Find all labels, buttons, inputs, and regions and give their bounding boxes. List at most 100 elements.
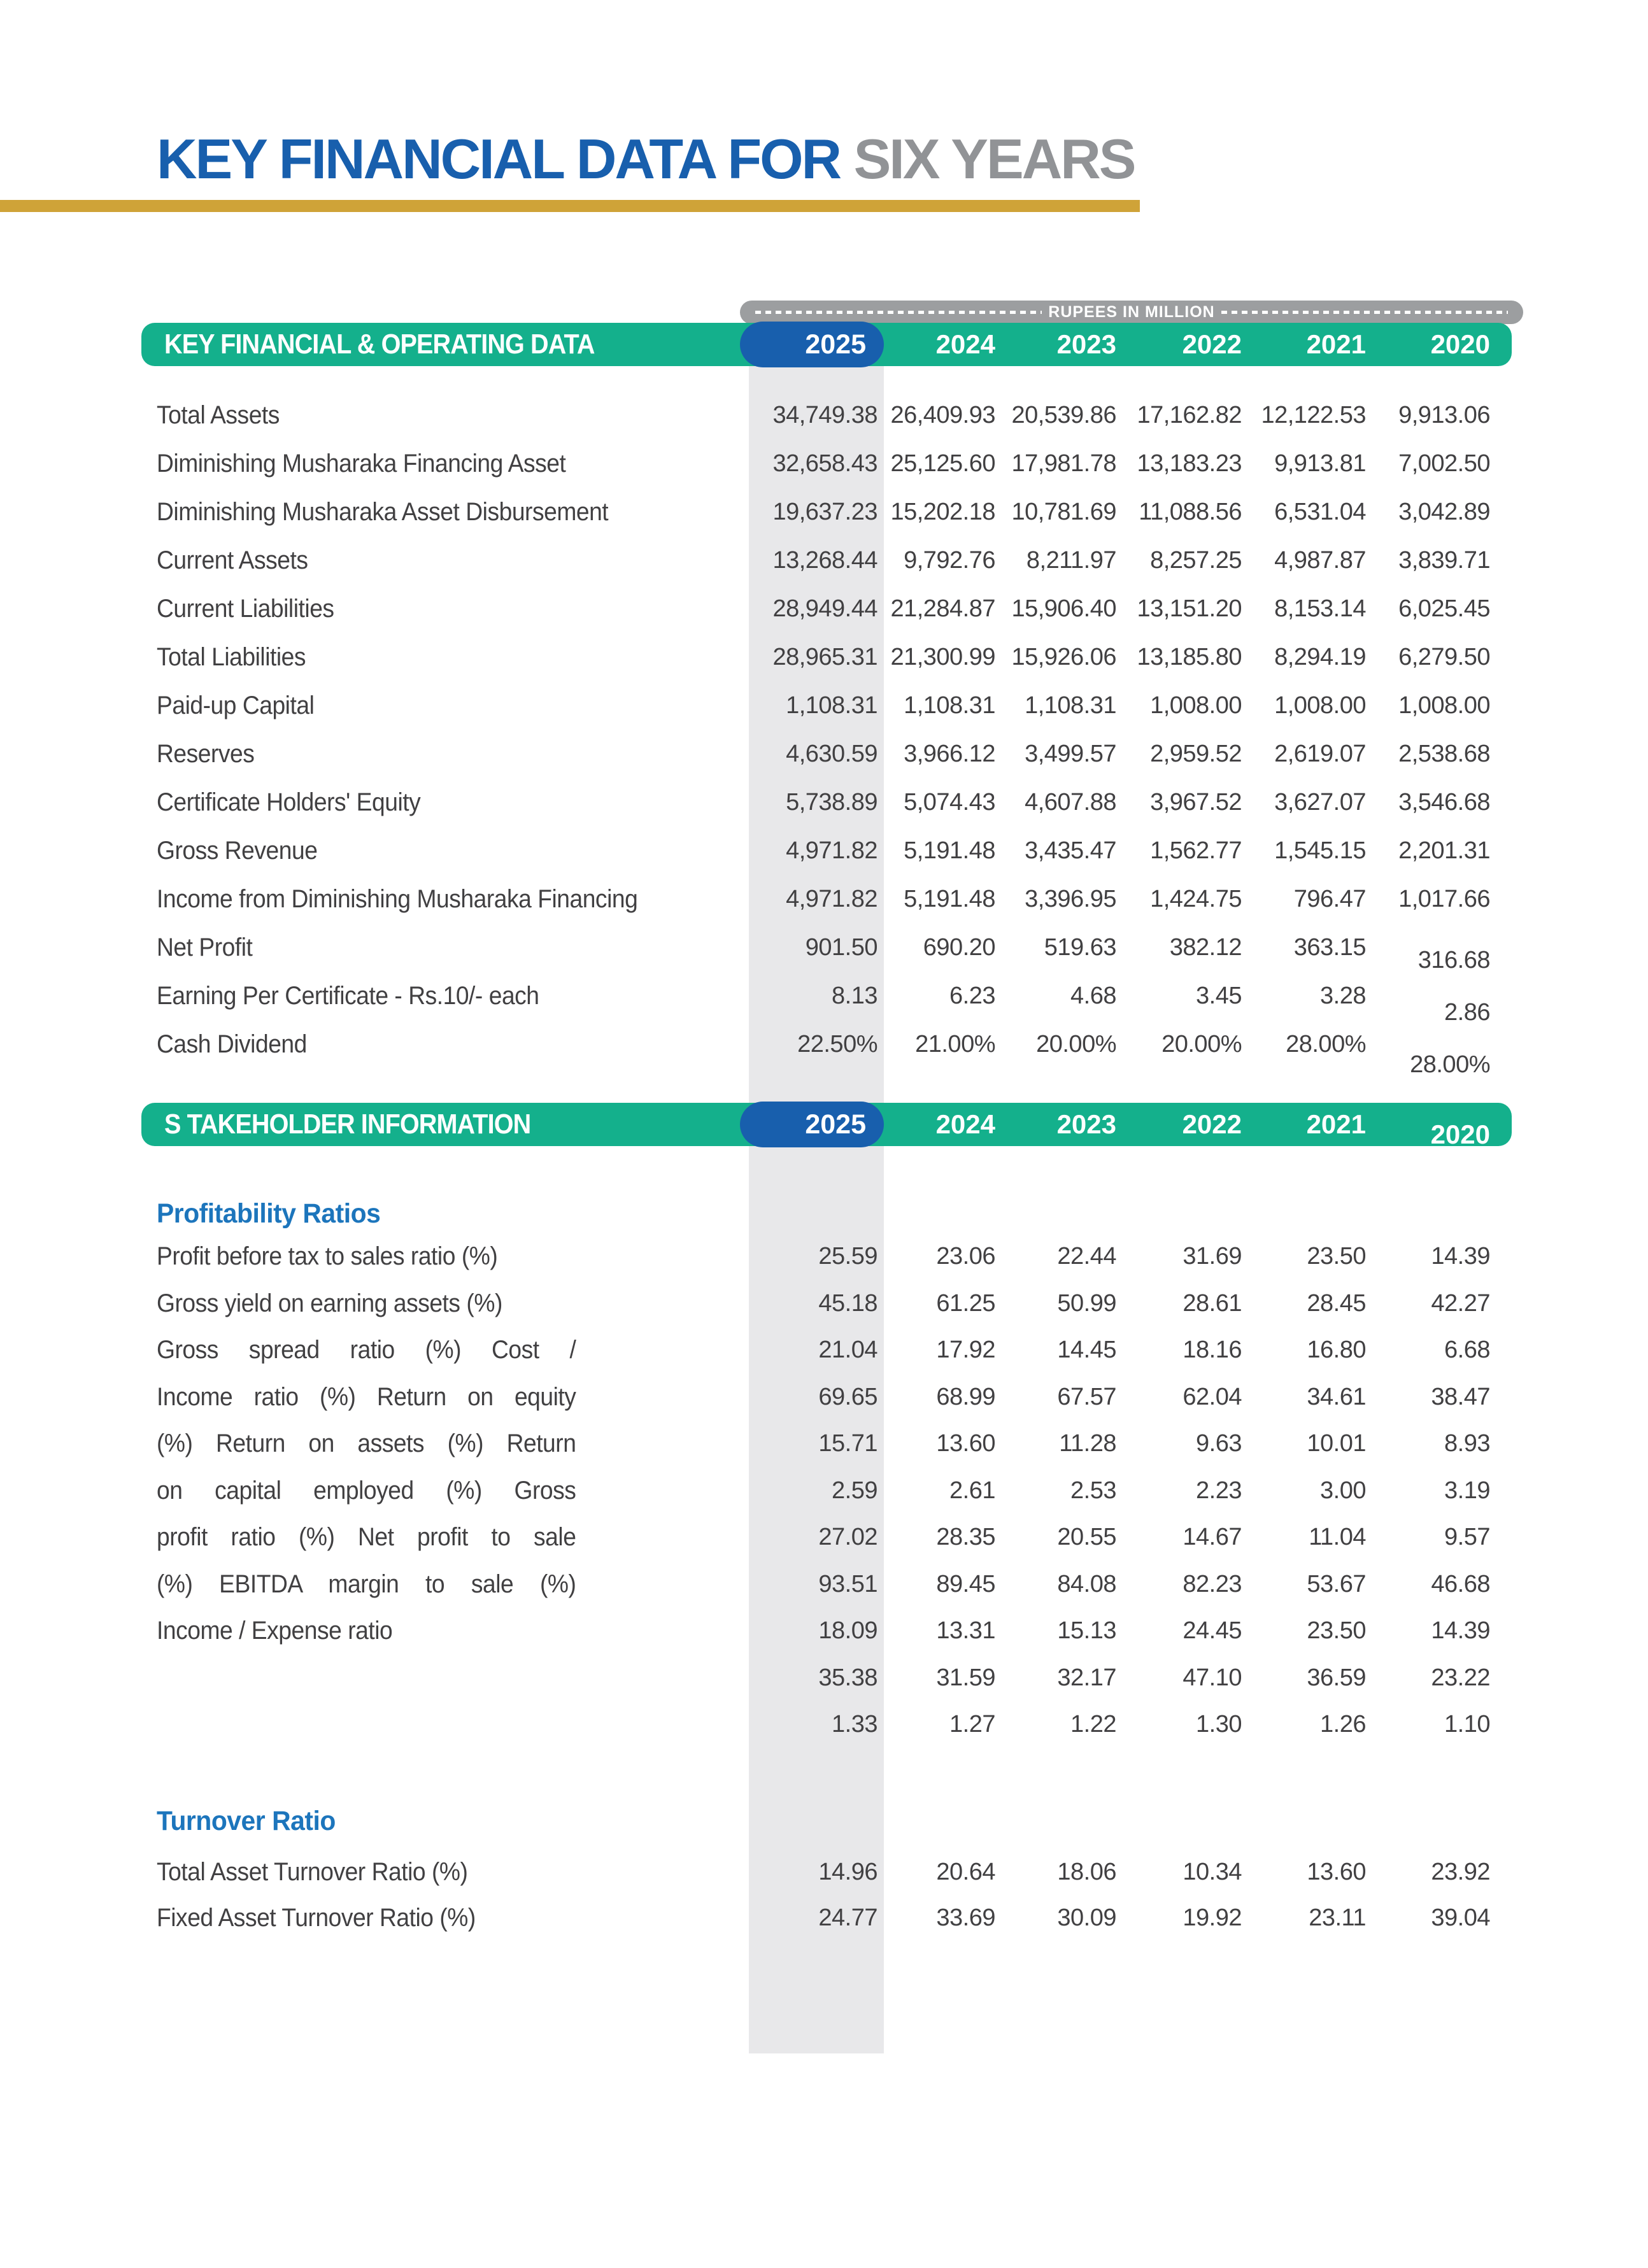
value-2021: 23.50 xyxy=(1307,1243,1366,1270)
value-2022: 17,162.82 xyxy=(1137,402,1242,429)
value-2021: 10.01 xyxy=(1307,1430,1366,1457)
value-2022: 62.04 xyxy=(1183,1384,1242,1410)
page-title-secondary: SIX YEARS xyxy=(853,127,1137,190)
table-row: (%) Return on assets (%) Return 15.71 13.6… xyxy=(0,1428,1648,1459)
value-2021: 1.26 xyxy=(1320,1711,1366,1738)
value-2025: 35.38 xyxy=(818,1664,877,1691)
value-2022: 1,008.00 xyxy=(1150,692,1242,719)
value-2023: 10,781.69 xyxy=(1011,499,1116,525)
row-label: Current Liabilities xyxy=(157,595,334,623)
value-2021: 1,008.00 xyxy=(1274,692,1366,719)
table-row: Earning Per Certificate - Rs.10/- each 8.… xyxy=(0,981,1648,1026)
section2-header-title: S TAKEHOLDER INFORMATION xyxy=(164,1109,531,1140)
unit-banner-dash-left xyxy=(755,311,1042,314)
value-2022: 31.69 xyxy=(1183,1243,1242,1270)
row-label: (%) Return on assets (%) Return xyxy=(157,1429,576,1457)
value-2021: 28.45 xyxy=(1307,1290,1366,1317)
row-label: Income from Diminishing Musharaka Financ… xyxy=(157,885,638,913)
year-label-2021: 2021 xyxy=(1306,329,1366,359)
table-row: Total Asset Turnover Ratio (%) 14.96 20.64… xyxy=(0,1857,1648,1887)
row-label: Profit before tax to sales ratio (%) xyxy=(157,1242,498,1270)
row-label: Net Profit xyxy=(157,933,253,961)
year-label-2020: 2020 xyxy=(1430,1119,1490,1149)
row-label: Gross yield on earning assets (%) xyxy=(157,1289,502,1317)
value-2023: 11.28 xyxy=(1059,1430,1116,1457)
value-2021: 1,545.15 xyxy=(1274,837,1366,864)
table-row: Income from Diminishing Musharaka Financ… xyxy=(0,884,1648,914)
value-2023: 22.44 xyxy=(1057,1243,1116,1270)
value-2025: 5,738.89 xyxy=(786,789,877,816)
value-2025: 14.96 xyxy=(818,1859,877,1885)
value-2025: 22.50% xyxy=(797,1031,877,1058)
row-label: Reserves xyxy=(157,740,255,768)
value-2025: 901.50 xyxy=(805,934,878,961)
value-2021: 6,531.04 xyxy=(1274,499,1366,525)
value-2024: 17.92 xyxy=(936,1336,995,1363)
turnover-heading: Turnover Ratio xyxy=(157,1806,336,1836)
value-2025: 28,949.44 xyxy=(772,595,877,622)
table-row: Net Profit 901.50 690.20 519.63 382.12 363.15… xyxy=(0,932,1648,974)
value-2021: 9,913.81 xyxy=(1274,450,1366,477)
table-row: on capital employed (%) Gross 2.59 2.61 2.5… xyxy=(0,1475,1648,1506)
row-label: Diminishing Musharaka Asset Disbursement xyxy=(157,498,609,526)
value-2023: 30.09 xyxy=(1057,1904,1116,1931)
row-label: Income ratio (%) Return on equity xyxy=(157,1383,576,1411)
value-2024: 68.99 xyxy=(936,1384,995,1410)
table-row: Gross Revenue 4,971.82 5,191.48 3,435.47 1,5… xyxy=(0,835,1648,866)
value-2025: 18.09 xyxy=(818,1617,877,1644)
value-2023: 3,499.57 xyxy=(1025,741,1116,767)
value-2022: 8,257.25 xyxy=(1150,547,1242,574)
table-row: Diminishing Musharaka Asset Disbursement… xyxy=(0,497,1648,527)
value-2023: 14.45 xyxy=(1057,1336,1116,1363)
row-label: Paid-up Capital xyxy=(157,691,315,719)
value-2021: 36.59 xyxy=(1307,1664,1366,1691)
value-2023: 67.57 xyxy=(1057,1384,1116,1410)
value-2025: 15.71 xyxy=(818,1430,877,1457)
value-2024: 5,074.43 xyxy=(904,789,995,816)
value-2023: 17,981.78 xyxy=(1011,450,1116,477)
row-label: Total Asset Turnover Ratio (%) xyxy=(157,1858,468,1886)
value-2025: 4,971.82 xyxy=(786,837,877,864)
value-2020: 23.22 xyxy=(1431,1664,1490,1691)
value-2022: 1,424.75 xyxy=(1150,886,1242,912)
highlight-column-2025 xyxy=(749,323,884,2053)
value-2020: 39.04 xyxy=(1431,1904,1490,1931)
table-row: Current Liabilities 28,949.44 21,284.87 15,… xyxy=(0,593,1648,624)
value-2022: 82.23 xyxy=(1183,1571,1242,1598)
value-2025: 2.59 xyxy=(832,1477,877,1504)
value-2021: 3.28 xyxy=(1320,982,1366,1009)
value-2020: 6,025.45 xyxy=(1398,595,1490,622)
value-2024: 89.45 xyxy=(936,1571,995,1598)
table-row: Profit before tax to sales ratio (%) 25.5… xyxy=(0,1241,1648,1272)
value-2020: 46.68 xyxy=(1431,1571,1490,1598)
value-2022: 24.45 xyxy=(1183,1617,1242,1644)
value-2025: 93.51 xyxy=(818,1571,877,1598)
value-2022: 1.30 xyxy=(1196,1711,1242,1738)
value-2025: 4,630.59 xyxy=(786,741,877,767)
value-2023: 50.99 xyxy=(1057,1290,1116,1317)
value-2022: 47.10 xyxy=(1183,1664,1242,1691)
value-2022: 9.63 xyxy=(1196,1430,1242,1457)
value-2021: 53.67 xyxy=(1307,1571,1366,1598)
value-2021: 23.50 xyxy=(1307,1617,1366,1644)
value-2024: 33.69 xyxy=(936,1904,995,1931)
row-label: Fixed Asset Turnover Ratio (%) xyxy=(157,1904,476,1932)
row-label: Total Liabilities xyxy=(157,643,306,671)
value-2023: 4,607.88 xyxy=(1025,789,1116,816)
value-2021: 11.04 xyxy=(1309,1524,1366,1550)
value-2023: 15,926.06 xyxy=(1011,644,1116,670)
value-2024: 26,409.93 xyxy=(890,402,995,429)
value-2021: 12,122.53 xyxy=(1261,402,1366,429)
value-2023: 8,211.97 xyxy=(1026,547,1117,574)
year-label-2021: 2021 xyxy=(1306,1109,1366,1139)
year-pill-2025-section2: 2025 xyxy=(740,1102,884,1147)
value-2020: 9.57 xyxy=(1444,1524,1490,1550)
value-2020: 1,008.00 xyxy=(1398,692,1490,719)
value-2020: 9,913.06 xyxy=(1398,402,1490,429)
value-2022: 382.12 xyxy=(1169,934,1242,961)
value-2024: 5,191.48 xyxy=(904,886,995,912)
value-2024: 25,125.60 xyxy=(890,450,995,477)
value-2021: 23.11 xyxy=(1309,1904,1366,1931)
title-underline-bar xyxy=(0,200,1140,212)
